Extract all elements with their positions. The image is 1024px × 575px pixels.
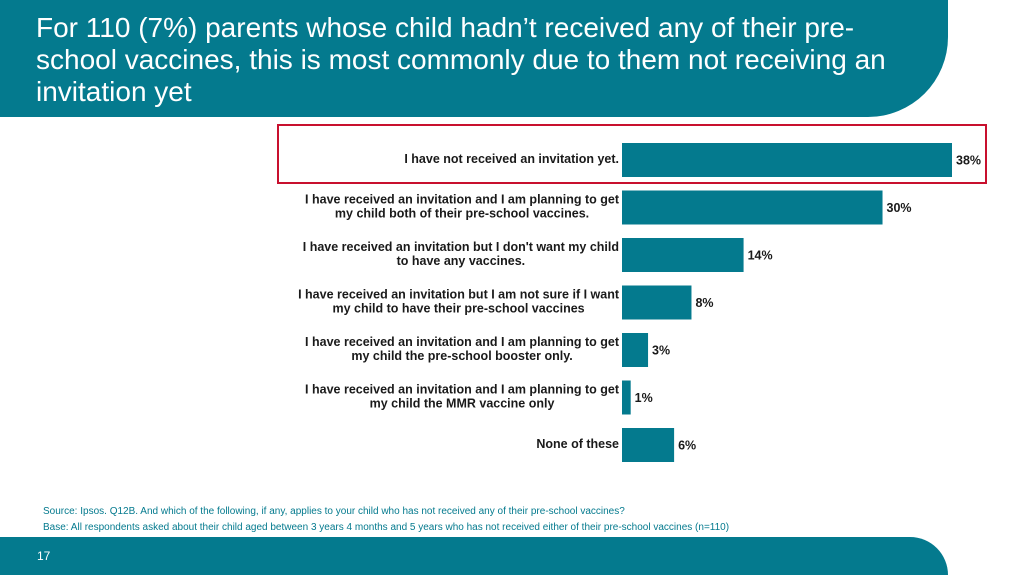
base-text: Base: All respondents asked about their … — [43, 522, 730, 533]
value-label-1: 30% — [887, 201, 912, 215]
category-label-line: I have received an invitation and I am p… — [305, 335, 620, 349]
value-label-6: 6% — [678, 438, 696, 452]
category-label-0: I have not received an invitation yet. — [404, 152, 619, 166]
page-number: 17 — [37, 549, 51, 563]
bar-3 — [622, 285, 692, 320]
footer-band — [0, 537, 948, 575]
value-label-0: 38% — [956, 153, 981, 167]
title-banner — [0, 0, 948, 117]
value-label-3: 8% — [695, 296, 713, 310]
category-label-line: I have received an invitation and I am p… — [305, 383, 620, 397]
category-label-line: my child the pre-school booster only. — [351, 349, 572, 363]
highlight-box — [277, 124, 987, 184]
bar-0 — [622, 143, 952, 177]
bar-1 — [622, 190, 883, 225]
bar-5 — [622, 380, 631, 415]
source-text: Source: Ipsos. Q12B. And which of the fo… — [43, 506, 625, 517]
category-label-1: I have received an invitation and I am p… — [305, 193, 620, 221]
value-label-2: 14% — [748, 248, 773, 262]
category-label-2: I have received an invitation but I don'… — [303, 240, 619, 268]
category-label-4: I have received an invitation and I am p… — [305, 335, 620, 363]
category-label-line: None of these — [536, 437, 619, 451]
bar-6 — [622, 428, 675, 462]
category-label-line: I have not received an invitation yet. — [404, 152, 619, 166]
source-notes: Source: Ipsos. Q12B. And which of the fo… — [43, 504, 729, 536]
value-label-5: 1% — [635, 391, 653, 405]
category-label-line: my child both of their pre-school vaccin… — [335, 207, 589, 221]
bar-2 — [622, 238, 744, 272]
category-label-line: I have received an invitation but I am n… — [298, 288, 620, 302]
bar-4 — [622, 333, 649, 367]
category-label-line: to have any vaccines. — [397, 254, 526, 268]
category-label-line: my child to have their pre-school vaccin… — [332, 302, 584, 316]
value-label-4: 3% — [652, 343, 670, 357]
category-label-6: None of these — [536, 437, 619, 451]
category-label-3: I have received an invitation but I am n… — [298, 288, 620, 316]
category-label-5: I have received an invitation and I am p… — [305, 383, 620, 411]
category-label-line: I have received an invitation and I am p… — [305, 193, 620, 207]
category-label-line: my child the MMR vaccine only — [370, 397, 555, 411]
category-label-line: I have received an invitation but I don'… — [303, 240, 619, 254]
slide-title: For 110 (7%) parents whose child hadn’t … — [36, 12, 886, 107]
